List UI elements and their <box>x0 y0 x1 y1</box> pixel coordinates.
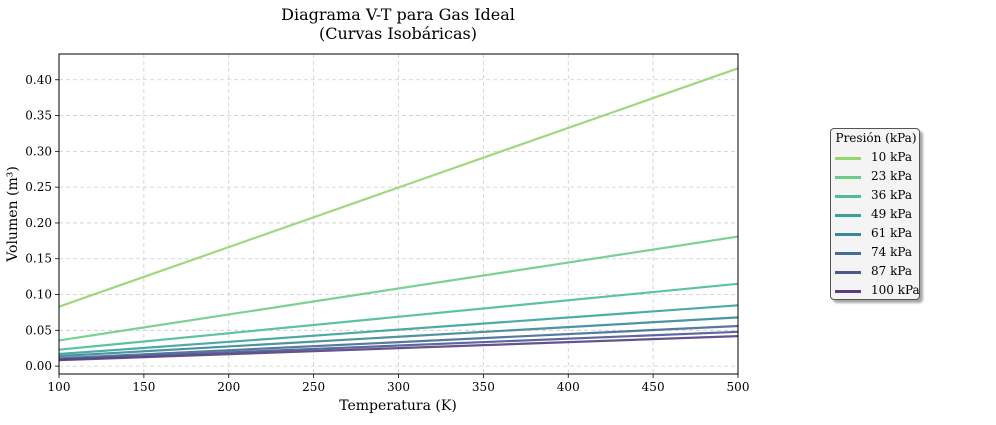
x-tick-label: 150 <box>132 380 155 394</box>
legend-label: 61 kPa <box>871 226 913 240</box>
y-tick-label: 0.10 <box>25 288 52 302</box>
x-tick-label: 300 <box>387 380 410 394</box>
legend-swatch <box>835 290 861 293</box>
legend-item: 10 kPa <box>835 149 921 168</box>
series-line-74-kpa <box>58 324 739 360</box>
legend-label: 36 kPa <box>871 188 913 202</box>
series-line-87-kpa <box>58 330 739 361</box>
y-tick-label: 0.20 <box>25 216 52 230</box>
series-line-49-kpa <box>58 304 739 356</box>
chart-subtitle: (Curvas Isobáricas) <box>319 24 477 43</box>
x-tick-label: 400 <box>557 380 580 394</box>
axis-ticks: 100 150 200 250 300 350 400 450 500 0.00 0.05 0.10 0… <box>25 73 749 394</box>
legend-label: 49 kPa <box>871 207 913 221</box>
y-tick-label: 0.25 <box>25 180 52 194</box>
legend-label: 100 kPa <box>871 283 920 297</box>
legend-item: 61 kPa <box>835 225 921 244</box>
x-tick-label: 100 <box>48 380 71 394</box>
legend-label: 74 kPa <box>871 245 913 259</box>
y-tick-label: 0.30 <box>25 144 52 158</box>
legend-swatch <box>835 252 861 255</box>
legend: Presión (kPa) 10 kPa 23 kPa 36 kPa 49 kPa 61… <box>830 128 920 300</box>
x-tick-label: 350 <box>472 380 495 394</box>
y-axis-label: Volumen (m³) <box>5 166 21 263</box>
legend-item: 23 kPa <box>835 168 921 187</box>
x-axis-label: Temperatura (K) <box>339 398 457 414</box>
series-line-23-kpa <box>58 235 739 342</box>
legend-swatch <box>835 233 861 236</box>
legend-label: 23 kPa <box>871 169 913 183</box>
plot-area-frame <box>58 53 739 375</box>
legend-item: 74 kPa <box>835 244 921 263</box>
legend-swatch <box>835 195 861 198</box>
legend-swatch <box>835 271 861 274</box>
y-tick-label: 0.05 <box>25 323 52 337</box>
y-tick-label: 0.40 <box>25 73 52 87</box>
legend-item: 49 kPa <box>835 206 921 225</box>
legend-swatch <box>835 157 861 160</box>
legend-item: 100 kPa <box>835 282 921 301</box>
legend-swatch <box>835 176 861 179</box>
x-tick-label: 500 <box>727 380 750 394</box>
chart-title: Diagrama V-T para Gas Ideal <box>281 5 515 24</box>
y-tick-label: 0.15 <box>25 252 52 266</box>
legend-label: 10 kPa <box>871 150 913 164</box>
series-line-36-kpa <box>58 282 739 351</box>
legend-swatch <box>835 214 861 217</box>
series-line-100-kpa <box>58 335 739 362</box>
y-tick-label: 0.35 <box>25 109 52 123</box>
y-tick-label: 0.00 <box>25 359 52 373</box>
series-line-61-kpa <box>58 316 739 358</box>
grid <box>58 54 739 374</box>
legend-label: 87 kPa <box>871 264 913 278</box>
legend-item: 87 kPa <box>835 263 921 282</box>
series-line-10-kpa <box>58 67 739 308</box>
legend-title: Presión (kPa) <box>835 131 917 145</box>
x-tick-label: 450 <box>642 380 665 394</box>
x-tick-label: 200 <box>217 380 240 394</box>
x-tick-label: 250 <box>302 380 325 394</box>
series-lines <box>58 67 739 362</box>
legend-item: 36 kPa <box>835 187 921 206</box>
